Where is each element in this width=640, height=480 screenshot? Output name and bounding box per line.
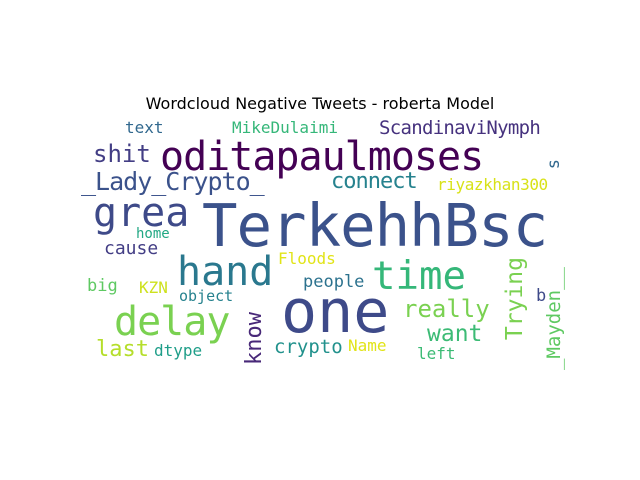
word-time: time [372, 254, 466, 299]
word-big: big [87, 276, 118, 296]
chart-title: Wordcloud Negative Tweets - roberta Mode… [145, 94, 495, 113]
word-really: really [403, 295, 490, 323]
word-terkehhbsc: TerkehhBsc [202, 191, 548, 260]
word-mikedulaimi: MikeDulaimi [232, 118, 338, 137]
word-left: left [417, 344, 456, 363]
word-connect: connect [331, 169, 418, 194]
word-people: people [303, 272, 365, 292]
word-b: b [536, 286, 547, 306]
word-mayden: _Mayden__ [543, 267, 565, 370]
word-riyazkhan300: riyazkhan300 [437, 175, 548, 194]
word-lady-crypto: _Lady_Crypto_ [81, 167, 265, 196]
word-want: want [427, 321, 483, 347]
word-kzn: KZN [139, 278, 168, 297]
word-trying: Trying [502, 257, 528, 341]
word-dtype: dtype [154, 341, 203, 360]
word-floods: Floods [278, 249, 336, 268]
word-home: home [136, 226, 170, 242]
word-text: text [125, 118, 164, 137]
word-s: s [544, 159, 564, 170]
word-one: one [281, 277, 390, 347]
word-hand: hand [177, 249, 274, 295]
wordcloud: TerkehhBsc oditapaulmoses one grea hand … [80, 117, 565, 370]
word-oditapaulmoses: oditapaulmoses [160, 134, 484, 180]
word-grea: grea [93, 190, 190, 236]
word-object: object [179, 287, 234, 305]
word-know: know [242, 312, 267, 365]
word-last: last [96, 337, 149, 362]
word-crypto: crypto [274, 336, 343, 358]
word-scandinavinymph: ScandinaviNymph [379, 117, 541, 139]
word-name: Name [348, 336, 387, 355]
word-shit: shit [93, 140, 151, 168]
word-cause: cause [104, 238, 159, 259]
word-delay: delay [114, 299, 230, 345]
